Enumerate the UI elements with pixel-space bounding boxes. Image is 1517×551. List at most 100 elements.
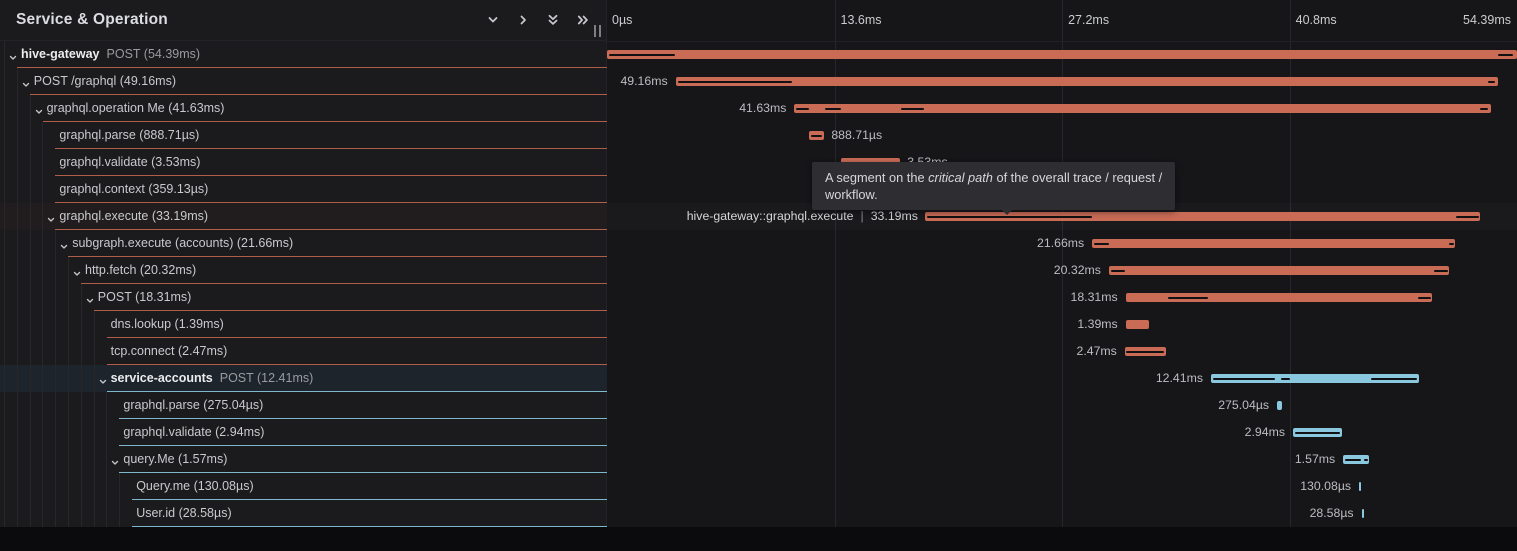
- tree-row[interactable]: Query.me (130.08µs): [0, 473, 607, 500]
- expand-chevron-icon[interactable]: [98, 374, 108, 384]
- span-operation-label: POST (12.41ms): [219, 371, 314, 385]
- span-bar[interactable]: [1125, 293, 1432, 302]
- span-bar[interactable]: [794, 104, 1491, 113]
- double-chevron-down-icon[interactable]: [546, 13, 560, 27]
- indent-guide: [4, 392, 5, 419]
- indent-guide: [55, 500, 57, 527]
- critical-path-segment: [1370, 377, 1417, 380]
- tree-row[interactable]: graphql.parse (888.71µs): [0, 122, 607, 149]
- critical-path-segment: [1449, 242, 1454, 245]
- span-operation-label: graphql.parse (275.04µs): [123, 398, 264, 412]
- indent-guide: [106, 446, 108, 473]
- tree-row[interactable]: service-accounts POST (12.41ms): [0, 365, 607, 392]
- indent-guide: [16, 473, 18, 500]
- indent-guide: [16, 149, 18, 176]
- tree-row[interactable]: http.fetch (20.32ms): [0, 257, 607, 284]
- tree-row[interactable]: query.Me (1.57ms): [0, 446, 607, 473]
- indent-guide: [29, 500, 31, 527]
- panel-title: Service & Operation: [16, 11, 168, 28]
- indent-guide: [4, 95, 5, 122]
- chevron-down-icon[interactable]: [486, 13, 500, 27]
- expand-chevron-icon[interactable]: [110, 455, 120, 465]
- indent-guide: [68, 392, 69, 419]
- tree-row[interactable]: graphql.operation Me (41.63ms): [0, 95, 607, 122]
- span-tree-label: graphql.validate (3.53ms): [59, 149, 200, 175]
- expand-chevron-icon[interactable]: [34, 104, 44, 114]
- critical-path-segment: [1364, 458, 1369, 461]
- indent-guide: [55, 446, 57, 473]
- span-duration-label: 18.31ms: [1070, 290, 1118, 304]
- expand-chevron-icon[interactable]: [8, 50, 18, 60]
- indent-guide: [4, 149, 5, 176]
- critical-path-segment: [901, 107, 925, 110]
- indent-guide: [4, 446, 5, 473]
- tree-row[interactable]: subgraph.execute (accounts) (21.66ms): [0, 230, 607, 257]
- expand-chevron-icon[interactable]: [21, 77, 31, 87]
- tree-row[interactable]: graphql.execute (33.19ms): [0, 203, 607, 230]
- footer-bar: [0, 527, 1517, 551]
- tree-row[interactable]: hive-gateway POST (54.39ms): [0, 41, 607, 68]
- indent-guide: [16, 122, 18, 149]
- critical-path-segment: [1487, 80, 1496, 83]
- expand-chevron-icon[interactable]: [72, 266, 82, 276]
- expand-chevron-icon[interactable]: [46, 212, 56, 222]
- indent-guide: [80, 392, 82, 419]
- indent-guide: [80, 500, 82, 527]
- pane-resize-handle[interactable]: [594, 25, 601, 37]
- tree-row[interactable]: graphql.context (359.13µs): [0, 176, 607, 203]
- tree-row[interactable]: graphql.validate (3.53ms): [0, 149, 607, 176]
- indent-guide: [29, 311, 31, 338]
- hovered-span-duration: 33.19ms: [870, 209, 918, 223]
- timeline-row: hive-gateway::graphql.execute | 33.19ms: [607, 203, 1517, 230]
- timeline-row: 275.04µs: [607, 392, 1517, 419]
- timeline-row: 1.39ms: [607, 311, 1517, 338]
- tree-row[interactable]: graphql.validate (2.94ms): [0, 419, 607, 446]
- indent-guide: [106, 392, 108, 419]
- span-operation-label: http.fetch (20.32ms): [85, 263, 197, 277]
- span-operation-label: POST /graphql (49.16ms): [33, 74, 176, 88]
- span-duration-label: 49.16ms: [620, 74, 668, 88]
- expand-chevron-icon[interactable]: [59, 239, 69, 249]
- span-bar[interactable]: [1108, 266, 1449, 275]
- row-divider: [93, 310, 607, 311]
- span-bar[interactable]: [1210, 374, 1419, 383]
- row-divider: [29, 94, 607, 95]
- row-divider: [55, 148, 607, 149]
- tree-row[interactable]: tcp.connect (2.47ms): [0, 338, 607, 365]
- indent-guide: [29, 257, 31, 284]
- double-chevron-right-icon[interactable]: [576, 13, 590, 27]
- tree-row[interactable]: POST (18.31ms): [0, 284, 607, 311]
- span-bar[interactable]: [1125, 320, 1149, 329]
- span-bar[interactable]: [1277, 401, 1282, 410]
- indent-guide: [93, 419, 95, 446]
- indent-guide: [16, 284, 18, 311]
- row-divider: [106, 337, 607, 338]
- tree-row[interactable]: User.id (28.58µs): [0, 500, 607, 527]
- indent-guide: [42, 311, 44, 338]
- indent-guide: [16, 95, 18, 122]
- span-bar[interactable]: [607, 50, 1517, 59]
- indent-guide: [42, 284, 44, 311]
- span-duration-label: 2.94ms: [1244, 425, 1285, 439]
- chevron-right-icon[interactable]: [516, 13, 530, 27]
- indent-guide: [4, 311, 5, 338]
- span-tree-label: User.id (28.58µs): [136, 500, 231, 526]
- tree-row[interactable]: graphql.parse (275.04µs): [0, 392, 607, 419]
- row-divider: [119, 418, 607, 419]
- span-tree-label: subgraph.execute (accounts) (21.66ms): [72, 230, 293, 256]
- expand-chevron-icon[interactable]: [85, 293, 95, 303]
- indent-guide: [4, 419, 5, 446]
- span-bar[interactable]: [924, 212, 1481, 221]
- timeline-row: 130.08µs: [607, 473, 1517, 500]
- tree-row[interactable]: POST /graphql (49.16ms): [0, 68, 607, 95]
- span-bar[interactable]: [675, 77, 1499, 86]
- gridline: [835, 0, 836, 527]
- span-bar[interactable]: [1092, 239, 1455, 248]
- indent-guide: [16, 365, 18, 392]
- indent-guide: [4, 365, 5, 392]
- tree-row[interactable]: dns.lookup (1.39ms): [0, 311, 607, 338]
- indent-guide: [55, 338, 57, 365]
- span-bar[interactable]: [1361, 509, 1364, 518]
- span-bar[interactable]: [1359, 482, 1362, 491]
- timeline-panel: 0µs 13.6ms 27.2ms 40.8ms 54.39ms 49.16ms 41.6…: [607, 0, 1517, 527]
